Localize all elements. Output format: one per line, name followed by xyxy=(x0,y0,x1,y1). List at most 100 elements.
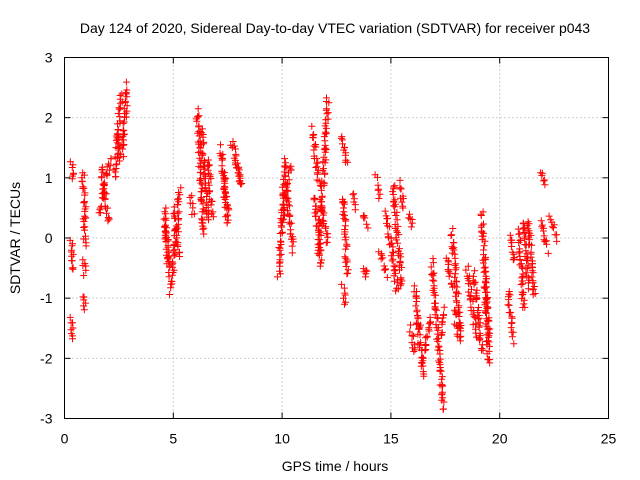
data-point xyxy=(523,272,531,280)
data-point xyxy=(550,224,557,232)
data-point xyxy=(486,359,494,367)
data-point xyxy=(475,304,482,311)
data-point xyxy=(349,191,357,199)
data-point xyxy=(541,181,549,189)
x-tick-label: 25 xyxy=(601,431,617,447)
data-point xyxy=(322,116,330,124)
data-point xyxy=(453,297,460,305)
data-point xyxy=(519,291,527,299)
data-point xyxy=(193,117,201,125)
data-point xyxy=(197,141,205,149)
data-point xyxy=(196,159,204,167)
data-point xyxy=(113,135,121,143)
data-point xyxy=(286,202,293,210)
data-point xyxy=(205,181,213,189)
data-point xyxy=(472,296,480,303)
data-track xyxy=(186,192,198,218)
data-point xyxy=(522,247,530,255)
data-track xyxy=(66,158,77,183)
data-point xyxy=(429,259,437,267)
data-point xyxy=(527,231,535,239)
data-track xyxy=(419,313,434,365)
data-point xyxy=(112,165,120,172)
data-point xyxy=(540,177,548,185)
data-point xyxy=(198,129,206,137)
data-point xyxy=(468,285,475,293)
data-track xyxy=(462,262,480,341)
data-point xyxy=(198,125,206,133)
data-point xyxy=(422,341,430,348)
data-track xyxy=(232,156,245,188)
data-point xyxy=(194,105,202,113)
data-point xyxy=(390,202,398,210)
data-point xyxy=(103,209,110,217)
data-point xyxy=(448,243,456,251)
data-point xyxy=(170,203,178,211)
data-point xyxy=(322,156,330,164)
data-point xyxy=(427,263,435,271)
data-point xyxy=(102,190,110,198)
data-point xyxy=(277,250,285,258)
data-point xyxy=(539,227,547,235)
data-point xyxy=(233,159,241,167)
data-point xyxy=(525,220,533,228)
data-point xyxy=(376,190,384,198)
data-point xyxy=(507,324,515,332)
axis-ticks: 0 5 10 15 20 25 -3 -2 -1 0 1 2 3 xyxy=(40,50,616,447)
data-point xyxy=(395,231,403,239)
y-axis-label: SDTVAR / TECUs xyxy=(7,182,23,294)
data-point xyxy=(447,232,455,239)
data-point xyxy=(547,216,555,224)
data-point xyxy=(69,335,76,343)
data-point xyxy=(445,266,453,274)
data-point xyxy=(79,215,87,223)
data-point xyxy=(199,133,207,141)
data-point xyxy=(482,283,490,291)
data-point xyxy=(416,331,424,339)
data-point xyxy=(445,258,453,266)
data-point xyxy=(319,216,327,224)
data-point xyxy=(482,277,489,285)
data-point xyxy=(438,373,446,381)
data-point xyxy=(119,127,127,135)
data-point xyxy=(394,285,402,293)
data-point xyxy=(516,230,524,238)
data-point xyxy=(287,219,295,227)
data-point xyxy=(105,160,112,168)
data-point xyxy=(177,184,185,192)
data-point xyxy=(277,238,285,246)
data-point xyxy=(319,158,327,166)
data-track xyxy=(537,217,552,257)
data-point xyxy=(122,78,130,86)
data-point xyxy=(171,215,179,222)
data-point xyxy=(484,324,492,332)
data-point xyxy=(162,214,170,222)
data-point xyxy=(166,291,174,298)
data-point xyxy=(456,337,464,345)
data-point xyxy=(284,179,291,187)
data-point xyxy=(190,210,198,218)
data-point xyxy=(529,291,537,299)
data-point xyxy=(284,206,291,214)
data-point xyxy=(315,228,323,236)
data-point xyxy=(82,242,90,250)
data-point xyxy=(484,294,492,301)
data-track xyxy=(118,78,131,161)
data-point xyxy=(207,201,215,209)
data-point xyxy=(188,192,196,200)
data-point xyxy=(423,332,431,340)
data-point xyxy=(69,264,77,272)
x-axis-label: GPS time / hours xyxy=(282,458,389,474)
data-point xyxy=(170,266,178,274)
data-point xyxy=(515,239,523,246)
data-point xyxy=(389,188,397,196)
data-track xyxy=(450,306,462,340)
data-point xyxy=(471,267,479,275)
data-point xyxy=(475,314,483,322)
data-track xyxy=(519,219,533,293)
data-track xyxy=(406,321,419,355)
data-point xyxy=(507,243,515,250)
data-point xyxy=(407,321,414,329)
data-point xyxy=(452,260,460,268)
data-point xyxy=(450,246,458,254)
